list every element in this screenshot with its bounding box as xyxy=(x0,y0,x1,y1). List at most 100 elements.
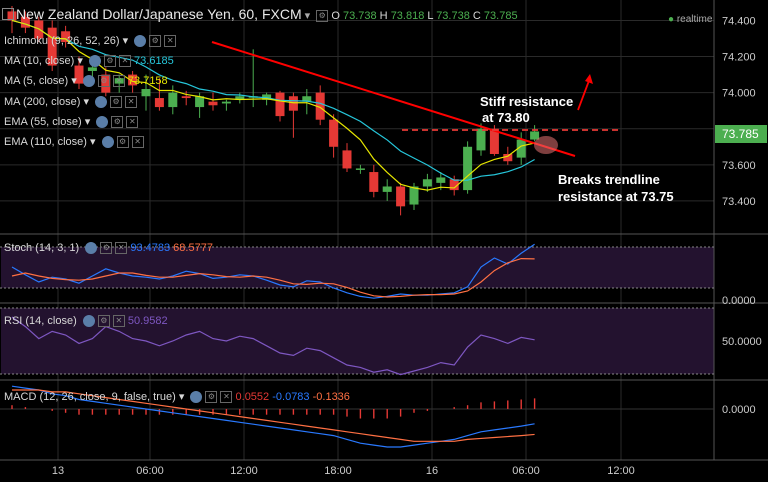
stoch-k-value: 93.4783 xyxy=(130,242,171,254)
x-tick-label: 13 xyxy=(52,465,64,477)
eye-icon[interactable] xyxy=(134,35,147,48)
rsi-axis-label: 50.0000 xyxy=(722,336,762,348)
settings-icon[interactable]: ⚙ xyxy=(97,315,110,328)
candle-body xyxy=(87,67,97,71)
ind-ema55[interactable]: EMA (55, close) ▾ ⚙ ✕ xyxy=(4,115,139,129)
close-icon[interactable]: ✕ xyxy=(112,315,125,328)
settings-icon[interactable]: ⚙ xyxy=(116,136,129,149)
ind-ichimoku[interactable]: Ichimoku (9, 26, 52, 26) ▾ ⚙ ✕ xyxy=(4,34,177,48)
ind-ema110[interactable]: EMA (110, close) ▾ ⚙ ✕ xyxy=(4,135,144,149)
close-icon[interactable]: ✕ xyxy=(164,35,177,48)
eye-icon[interactable] xyxy=(96,116,109,129)
candle-body xyxy=(449,179,459,191)
macd-signal-value: -0.1336 xyxy=(312,391,350,403)
candle-body xyxy=(463,146,473,191)
stoch-label: Stoch (14, 3, 1) xyxy=(4,242,80,254)
eye-icon[interactable] xyxy=(85,242,98,255)
ind-ma200[interactable]: MA (200, close) ▾ ⚙ ✕ xyxy=(4,95,138,109)
close-icon[interactable]: ✕ xyxy=(220,391,233,404)
candle-body xyxy=(369,172,379,192)
settings-icon[interactable]: ⚙ xyxy=(205,391,218,404)
stoch-header[interactable]: Stoch (14, 3, 1) ⚙ ✕ 93.4783 68.5777 xyxy=(4,242,213,255)
macd-dropdown-icon[interactable]: ▾ xyxy=(178,391,185,403)
eye-icon[interactable] xyxy=(95,96,108,109)
close-icon[interactable]: ✕ xyxy=(118,55,131,68)
high-label: H xyxy=(379,10,388,22)
candle-body xyxy=(235,96,245,100)
close-icon[interactable]: ✕ xyxy=(131,136,144,149)
candle-body xyxy=(7,11,17,21)
settings-icon[interactable]: ⚙ xyxy=(110,96,123,109)
candle-body xyxy=(422,179,432,187)
ema55-label: EMA (55, close) xyxy=(4,116,82,128)
settings-icon[interactable]: ⚙ xyxy=(97,75,110,88)
x-tick-label: 06:00 xyxy=(136,465,164,477)
low-value: 73.738 xyxy=(436,10,470,22)
pane-borders xyxy=(0,0,768,461)
settings-icon[interactable]: ⚙ xyxy=(316,10,329,23)
candle-body xyxy=(221,101,231,104)
candle-body xyxy=(20,16,30,28)
ma5-dropdown-icon[interactable]: ▾ xyxy=(71,75,77,87)
candle-body xyxy=(61,31,71,43)
close-icon[interactable]: ✕ xyxy=(115,242,128,255)
close-value: 73.785 xyxy=(483,10,518,22)
ind-ma5[interactable]: MA (5, close) ▾ ⚙ ✕ 73.7158 xyxy=(4,74,168,88)
symbol-title[interactable]: New Zealand Dollar/Japanese Yen, 60, FXC… xyxy=(16,6,302,22)
breakout-highlight xyxy=(534,136,558,154)
macd-label: MACD (12, 26, close, 9, false, true) xyxy=(4,391,176,403)
macd-hist-value: 0.0552 xyxy=(235,391,270,403)
open-value: 73.738 xyxy=(342,10,377,22)
candle-body xyxy=(315,92,325,120)
oscillators xyxy=(0,243,714,448)
y-tick-label: 74.000 xyxy=(722,88,756,100)
candle-body xyxy=(74,65,84,84)
candle-body xyxy=(208,101,218,106)
settings-icon[interactable]: ⚙ xyxy=(149,35,162,48)
ma10-dropdown-icon[interactable]: ▾ xyxy=(77,55,83,67)
eye-icon[interactable] xyxy=(82,315,95,328)
candle-body xyxy=(275,92,285,117)
candle-body xyxy=(288,96,298,111)
macd-header[interactable]: MACD (12, 26, close, 9, false, true) ▾ ⚙… xyxy=(4,390,350,404)
candle-body xyxy=(436,177,446,183)
breaks-trendline-line1: Breaks trendline xyxy=(558,172,660,187)
x-tick-label: 18:00 xyxy=(324,465,352,477)
x-tick-label: 06:00 xyxy=(512,465,540,477)
rsi-header[interactable]: RSI (14, close) ⚙ ✕ 50.9582 xyxy=(4,315,168,328)
settings-icon[interactable]: ⚙ xyxy=(103,55,116,68)
candle-body xyxy=(489,128,499,154)
y-tick-label: 73.400 xyxy=(722,196,756,208)
close-icon[interactable]: ✕ xyxy=(126,116,139,129)
candle-body xyxy=(476,128,486,151)
ema110-dropdown-icon[interactable]: ▾ xyxy=(90,136,96,148)
low-label: L xyxy=(427,10,434,22)
ma10-label: MA (10, close) xyxy=(4,55,75,67)
ma200-dropdown-icon[interactable]: ▾ xyxy=(83,96,90,108)
candle-body xyxy=(128,74,138,86)
macd-axis-label: 0.0000 xyxy=(722,404,756,416)
settings-icon[interactable]: ⚙ xyxy=(100,242,113,255)
eye-icon[interactable] xyxy=(82,75,95,88)
symbol-dropdown-icon[interactable]: ▾ xyxy=(304,10,311,22)
symbol-header: New Zealand Dollar/Japanese Yen, 60, FXC… xyxy=(16,6,518,23)
settings-icon[interactable]: ⚙ xyxy=(111,116,124,129)
eye-icon[interactable] xyxy=(101,136,114,149)
stoch-k-line xyxy=(11,243,535,299)
eye-icon[interactable] xyxy=(88,55,101,68)
candle-body xyxy=(382,186,392,192)
ema55-dropdown-icon[interactable]: ▾ xyxy=(84,116,91,128)
close-icon[interactable]: ✕ xyxy=(125,96,138,109)
eye-icon[interactable] xyxy=(190,391,203,404)
collapse-toggle[interactable] xyxy=(2,8,14,20)
close-icon[interactable]: ✕ xyxy=(112,75,125,88)
candle-body xyxy=(181,96,191,99)
ind-ma10[interactable]: MA (10, close) ▾ ⚙ ✕ 73.6185 xyxy=(4,54,174,68)
high-value: 73.818 xyxy=(390,10,425,22)
ichimoku-dropdown-icon[interactable]: ▾ xyxy=(122,35,129,47)
realtime-dot-icon: ● xyxy=(668,14,675,25)
stiff-resistance-line2: at 73.80 xyxy=(482,110,530,125)
stoch-d-value: 68.5777 xyxy=(173,242,213,254)
candle-body xyxy=(329,119,339,147)
